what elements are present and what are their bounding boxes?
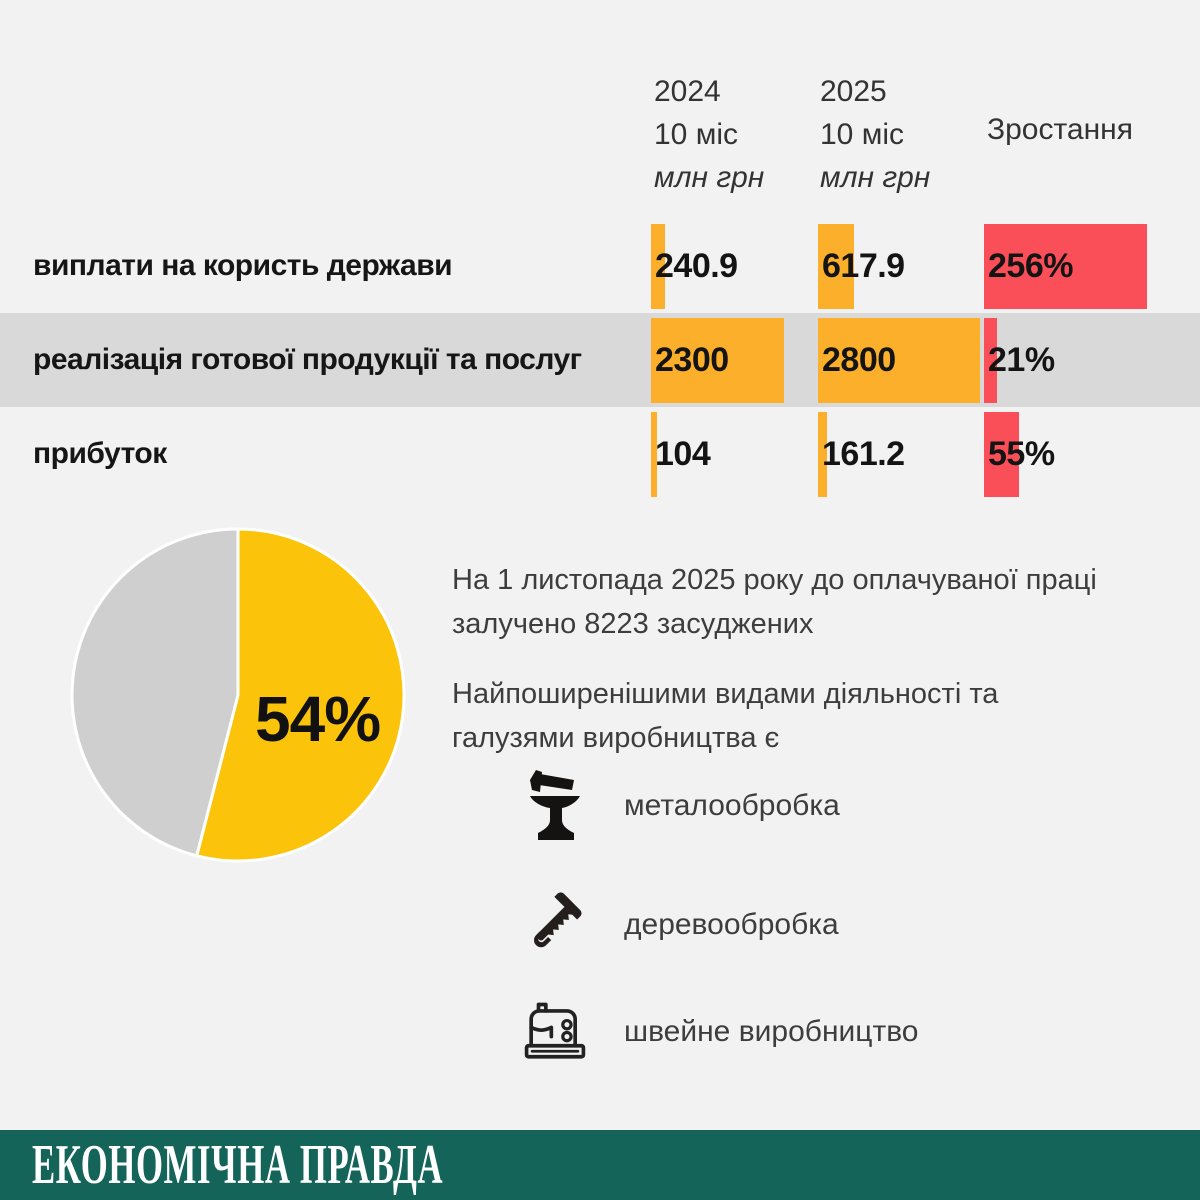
column-header-2025: 2025 10 міс млн грн <box>820 70 930 199</box>
bar-2024 <box>651 412 657 497</box>
industry-item-metal: металообробка <box>522 764 840 848</box>
industry-item-sewing: швейне виробництво <box>522 996 918 1068</box>
row-label: прибуток <box>33 437 167 470</box>
table-row-payments: виплати на користь держави 240.9 617.9 2… <box>0 219 1200 313</box>
bar-2025 <box>818 318 980 403</box>
column-header-2024: 2024 10 міс млн грн <box>654 70 764 199</box>
paragraph-line: На 1 листопада 2025 року до оплачуваної … <box>452 564 1097 596</box>
column-year: 2024 <box>654 75 721 108</box>
bar-growth <box>984 412 1020 497</box>
column-header-growth: Зростання <box>987 113 1133 146</box>
value-2024: 104 <box>655 434 711 473</box>
bar-growth <box>984 224 1147 309</box>
paragraph-line: залучено 8223 засуджених <box>452 608 814 640</box>
value-2025: 617.9 <box>822 246 905 285</box>
table-row-sales: реалізація готової продукції та послуг 2… <box>0 313 1200 407</box>
column-year: 2025 <box>820 75 887 108</box>
anvil-icon <box>522 766 588 846</box>
column-period: 10 міс <box>820 118 904 151</box>
pie-percent-label: 54% <box>255 683 381 755</box>
value-growth: 55% <box>988 434 1055 473</box>
pie-chart: 54% <box>65 520 411 866</box>
ekonomichna-pravda-logo: ЕКОНОМІЧНА ПРАВДА <box>32 1134 444 1196</box>
row-label: виплати на користь держави <box>33 249 453 282</box>
column-unit: млн грн <box>654 161 765 194</box>
industry-item-wood: деревообробка <box>522 888 839 962</box>
column-unit: млн грн <box>820 161 931 194</box>
bar-2024 <box>651 224 665 309</box>
footer-bar: ЕКОНОМІЧНА ПРАВДА <box>0 1130 1200 1200</box>
table-row-profit: прибуток 104 161.2 55% <box>0 407 1200 501</box>
industry-label: швейне виробництво <box>624 1015 919 1048</box>
employment-paragraph: На 1 листопада 2025 року до оплачуваної … <box>452 558 1172 646</box>
pie-chart-svg <box>70 527 406 863</box>
industry-label: деревообробка <box>624 908 839 941</box>
pie-slice-rest <box>70 527 240 858</box>
value-2024: 2300 <box>655 340 729 379</box>
bar-growth <box>984 318 998 403</box>
value-2024: 240.9 <box>655 246 738 285</box>
hammer-saw-icon <box>522 888 588 962</box>
bar-2024 <box>651 318 784 403</box>
value-2025: 161.2 <box>822 434 905 473</box>
bar-2025 <box>818 412 828 497</box>
industries-intro-paragraph: Найпоширенішими видами діяльності та гал… <box>452 672 1172 760</box>
row-label: реалізація готової продукції та послуг <box>33 343 582 376</box>
value-growth: 21% <box>988 340 1055 379</box>
value-2025: 2800 <box>822 340 896 379</box>
value-growth: 256% <box>988 246 1073 285</box>
bar-2025 <box>818 224 854 309</box>
paragraph-line: галузями виробництва є <box>452 722 780 754</box>
sewing-machine-icon <box>522 997 588 1067</box>
pie-slice-54 <box>195 527 406 863</box>
column-period: 10 міс <box>654 118 738 151</box>
industry-label: металообробка <box>624 789 840 822</box>
paragraph-line: Найпоширенішими видами діяльності та <box>452 678 999 710</box>
